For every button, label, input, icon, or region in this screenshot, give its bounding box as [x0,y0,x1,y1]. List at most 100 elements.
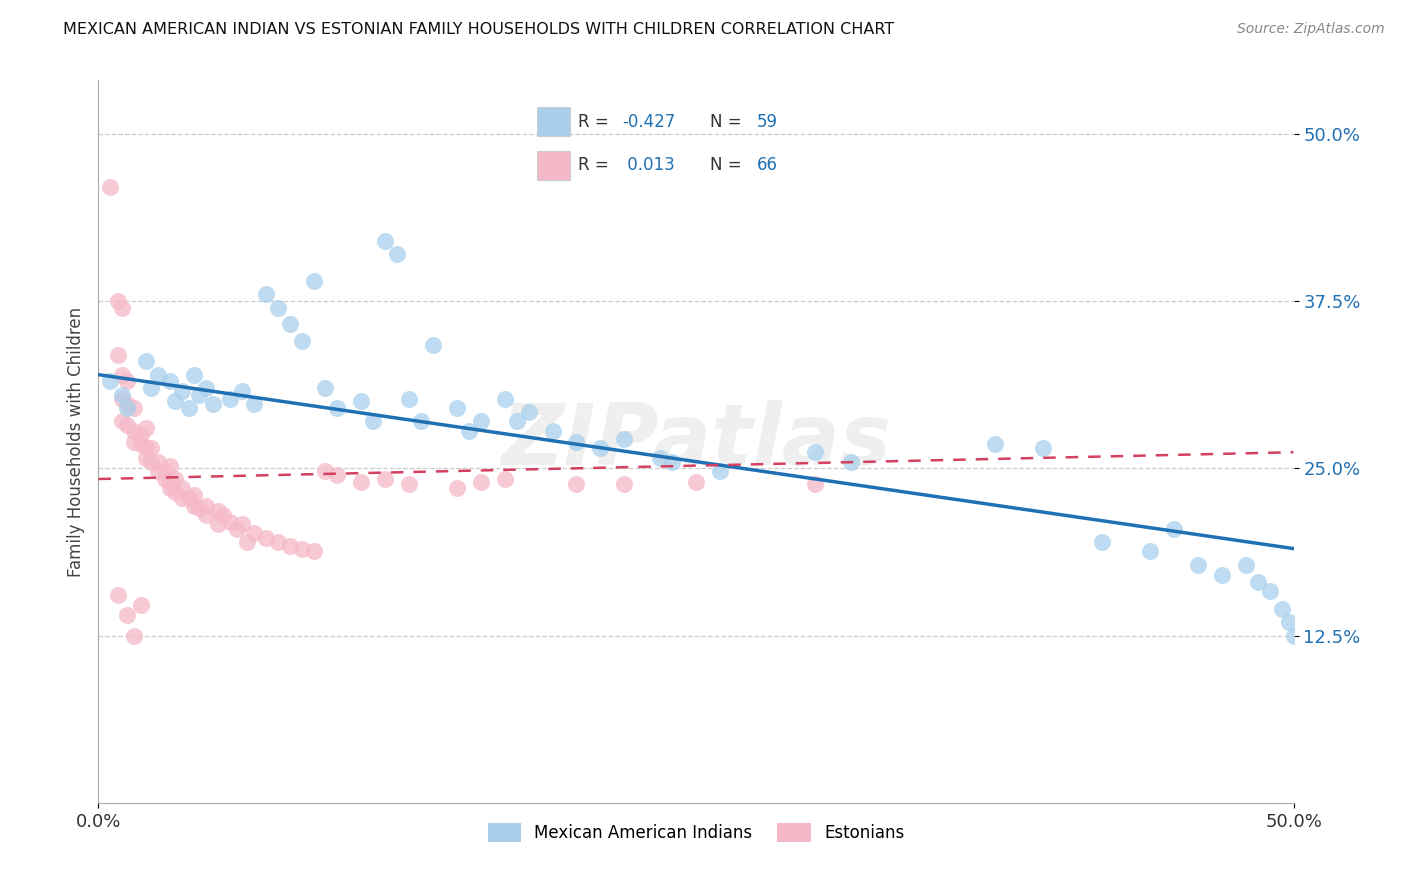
Point [565,477,588,491]
Point [278,317,301,331]
Point [470,475,492,489]
Point [374,472,396,486]
Point [98,180,122,194]
Point [494,472,516,486]
Point [385,247,409,261]
Point [804,477,827,491]
Point [183,499,205,513]
Point [613,432,636,446]
Point [374,234,396,248]
Point [458,424,481,438]
Point [155,472,177,486]
Point [139,442,162,455]
Point [589,442,612,455]
Point [179,491,201,505]
Point [1258,584,1281,599]
Point [172,482,194,496]
Text: MEXICAN AMERICAN INDIAN VS ESTONIAN FAMILY HOUSEHOLDS WITH CHILDREN CORRELATION : MEXICAN AMERICAN INDIAN VS ESTONIAN FAMI… [63,22,894,37]
Point [517,405,540,419]
Point [195,499,218,513]
Point [1271,602,1294,616]
Point [267,301,290,315]
Point [163,485,186,500]
Point [804,445,827,459]
Point [984,437,1007,451]
Text: Source: ZipAtlas.com: Source: ZipAtlas.com [1237,22,1385,37]
Point [207,517,229,532]
Point [195,381,218,395]
Point [111,301,134,315]
Point [1278,615,1301,630]
Point [124,424,146,438]
Point [226,521,249,535]
Point [231,517,253,532]
Point [183,488,205,502]
Point [231,384,253,398]
Point [131,437,153,451]
Legend: Mexican American Indians, Estonians: Mexican American Indians, Estonians [481,816,911,848]
Point [1234,558,1257,572]
Point [1211,568,1233,582]
Point [107,589,129,603]
Point [1247,575,1270,590]
Point [135,354,157,368]
Point [135,442,157,455]
Point [115,397,138,411]
Point [326,401,349,416]
Point [148,464,170,478]
Point [470,414,492,429]
Point [163,472,186,486]
Point [148,368,170,382]
Point [1091,534,1114,549]
Point [115,418,138,433]
Point [235,534,257,549]
Point [422,338,444,352]
Point [111,392,134,406]
Point [302,544,325,558]
Point [1187,558,1209,572]
Point [219,515,242,529]
Point [115,608,138,623]
Point [124,434,146,449]
Point [315,464,337,478]
Point [219,392,242,406]
Point [98,375,122,389]
Point [111,387,134,401]
Point [398,392,420,406]
Point [1032,442,1054,455]
Point [115,401,138,416]
Point [139,455,162,469]
Point [159,375,181,389]
Point [195,508,218,523]
Point [302,274,325,288]
Point [411,414,433,429]
Point [494,392,516,406]
Point [243,397,266,411]
Point [179,401,201,416]
Point [211,508,233,523]
Point [155,464,177,478]
Point [685,475,707,489]
Point [124,628,146,642]
Point [172,491,194,505]
Point [183,368,205,382]
Point [541,424,564,438]
Point [661,455,683,469]
Point [135,421,157,435]
Point [172,384,194,398]
Point [159,475,181,489]
Point [315,381,337,395]
Point [139,381,162,395]
Point [124,401,146,416]
Point [254,287,277,301]
Point [107,294,129,309]
Point [709,464,731,478]
Point [115,375,138,389]
Point [267,534,290,549]
Point [111,368,134,382]
Point [648,450,672,465]
Point [202,397,225,411]
Point [291,541,314,556]
Point [254,531,277,545]
Point [159,482,181,496]
